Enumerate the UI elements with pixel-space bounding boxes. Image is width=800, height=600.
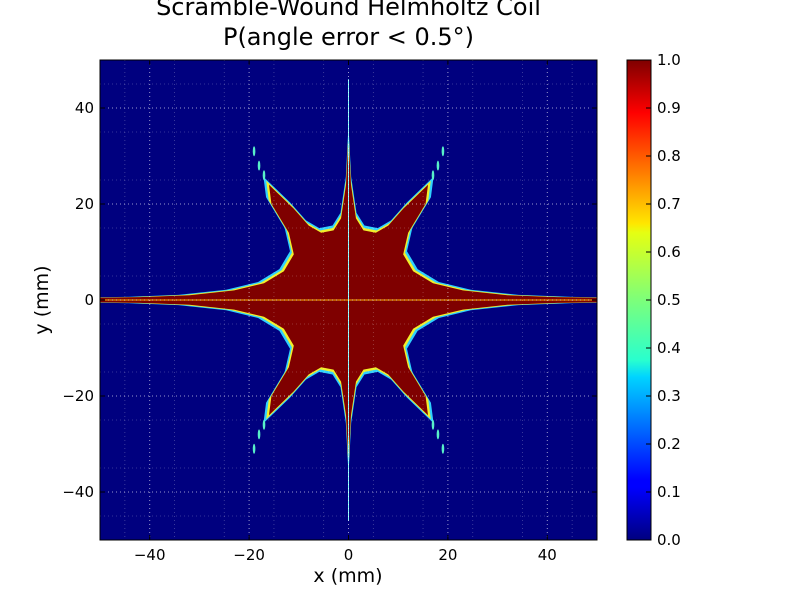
heatmap-edge-dash <box>436 160 440 171</box>
colorbar-tick-label: 0.5 <box>657 291 681 309</box>
chart-title: Scramble-Wound Helmholtz Coil P(angle er… <box>100 0 597 52</box>
x-axis-label: x (mm) <box>313 565 382 587</box>
chart-title-line-1: Scramble-Wound Helmholtz Coil <box>156 0 541 21</box>
colorbar-ticks: 0.0 0.1 0.2 0.3 0.4 0.5 0.6 0.7 0.8 0.9 1.0 <box>646 51 681 549</box>
heatmap-edge-dash <box>441 443 445 454</box>
x-tick-label: 0 <box>344 546 354 564</box>
grid-lines <box>100 60 597 540</box>
heatmap-edge-dash <box>436 429 440 440</box>
y-tick-label: −20 <box>62 387 94 405</box>
colorbar-tick-label: 1.0 <box>657 51 681 69</box>
x-tick-label: −20 <box>233 546 265 564</box>
y-tick-label: 0 <box>84 291 94 309</box>
y-axis-label: y (mm) <box>31 265 53 334</box>
colorbar-tick-label: 0.4 <box>657 339 681 357</box>
heatmap-edge-dash <box>252 443 256 454</box>
heatmap-edge-dash <box>441 146 445 157</box>
heatmap-edge-dash <box>257 429 261 440</box>
y-tick-label: 20 <box>75 195 94 213</box>
heatmap-edge-dash <box>431 419 435 430</box>
colorbar-tick-label: 0.0 <box>657 531 681 549</box>
heatmap-edge-dash <box>252 146 256 157</box>
colorbar-tick-label: 0.8 <box>657 147 681 165</box>
y-tick-label: 40 <box>75 99 94 117</box>
x-tick-label: 40 <box>538 546 557 564</box>
heatmap-edge-dash <box>257 160 261 171</box>
y-tick-label: −40 <box>62 483 94 501</box>
chart-title-line-2: P(angle error < 0.5°) <box>222 23 475 51</box>
x-tick-label: −40 <box>134 546 166 564</box>
colorbar-tick-label: 0.9 <box>657 99 681 117</box>
x-tick-label: 20 <box>438 546 457 564</box>
heatmap-edge-dash <box>262 170 266 181</box>
colorbar-tick-label: 0.6 <box>657 243 681 261</box>
plot-area: −40 −20 0 20 40 −40 −20 0 20 40 <box>62 59 598 564</box>
axis-ticks: −40 −20 0 20 40 −40 −20 0 20 40 <box>62 60 597 564</box>
colorbar-tick-label: 0.1 <box>657 483 681 501</box>
colorbar: 0.0 0.1 0.2 0.3 0.4 0.5 0.6 0.7 0.8 0.9 1.0 <box>626 51 681 549</box>
colorbar-tick-label: 0.3 <box>657 387 681 405</box>
colorbar-tick-label: 0.2 <box>657 435 681 453</box>
colorbar-tick-label: 0.7 <box>657 195 681 213</box>
heatmap-edge-dash <box>431 170 435 181</box>
heatmap-edge-dash <box>262 419 266 430</box>
